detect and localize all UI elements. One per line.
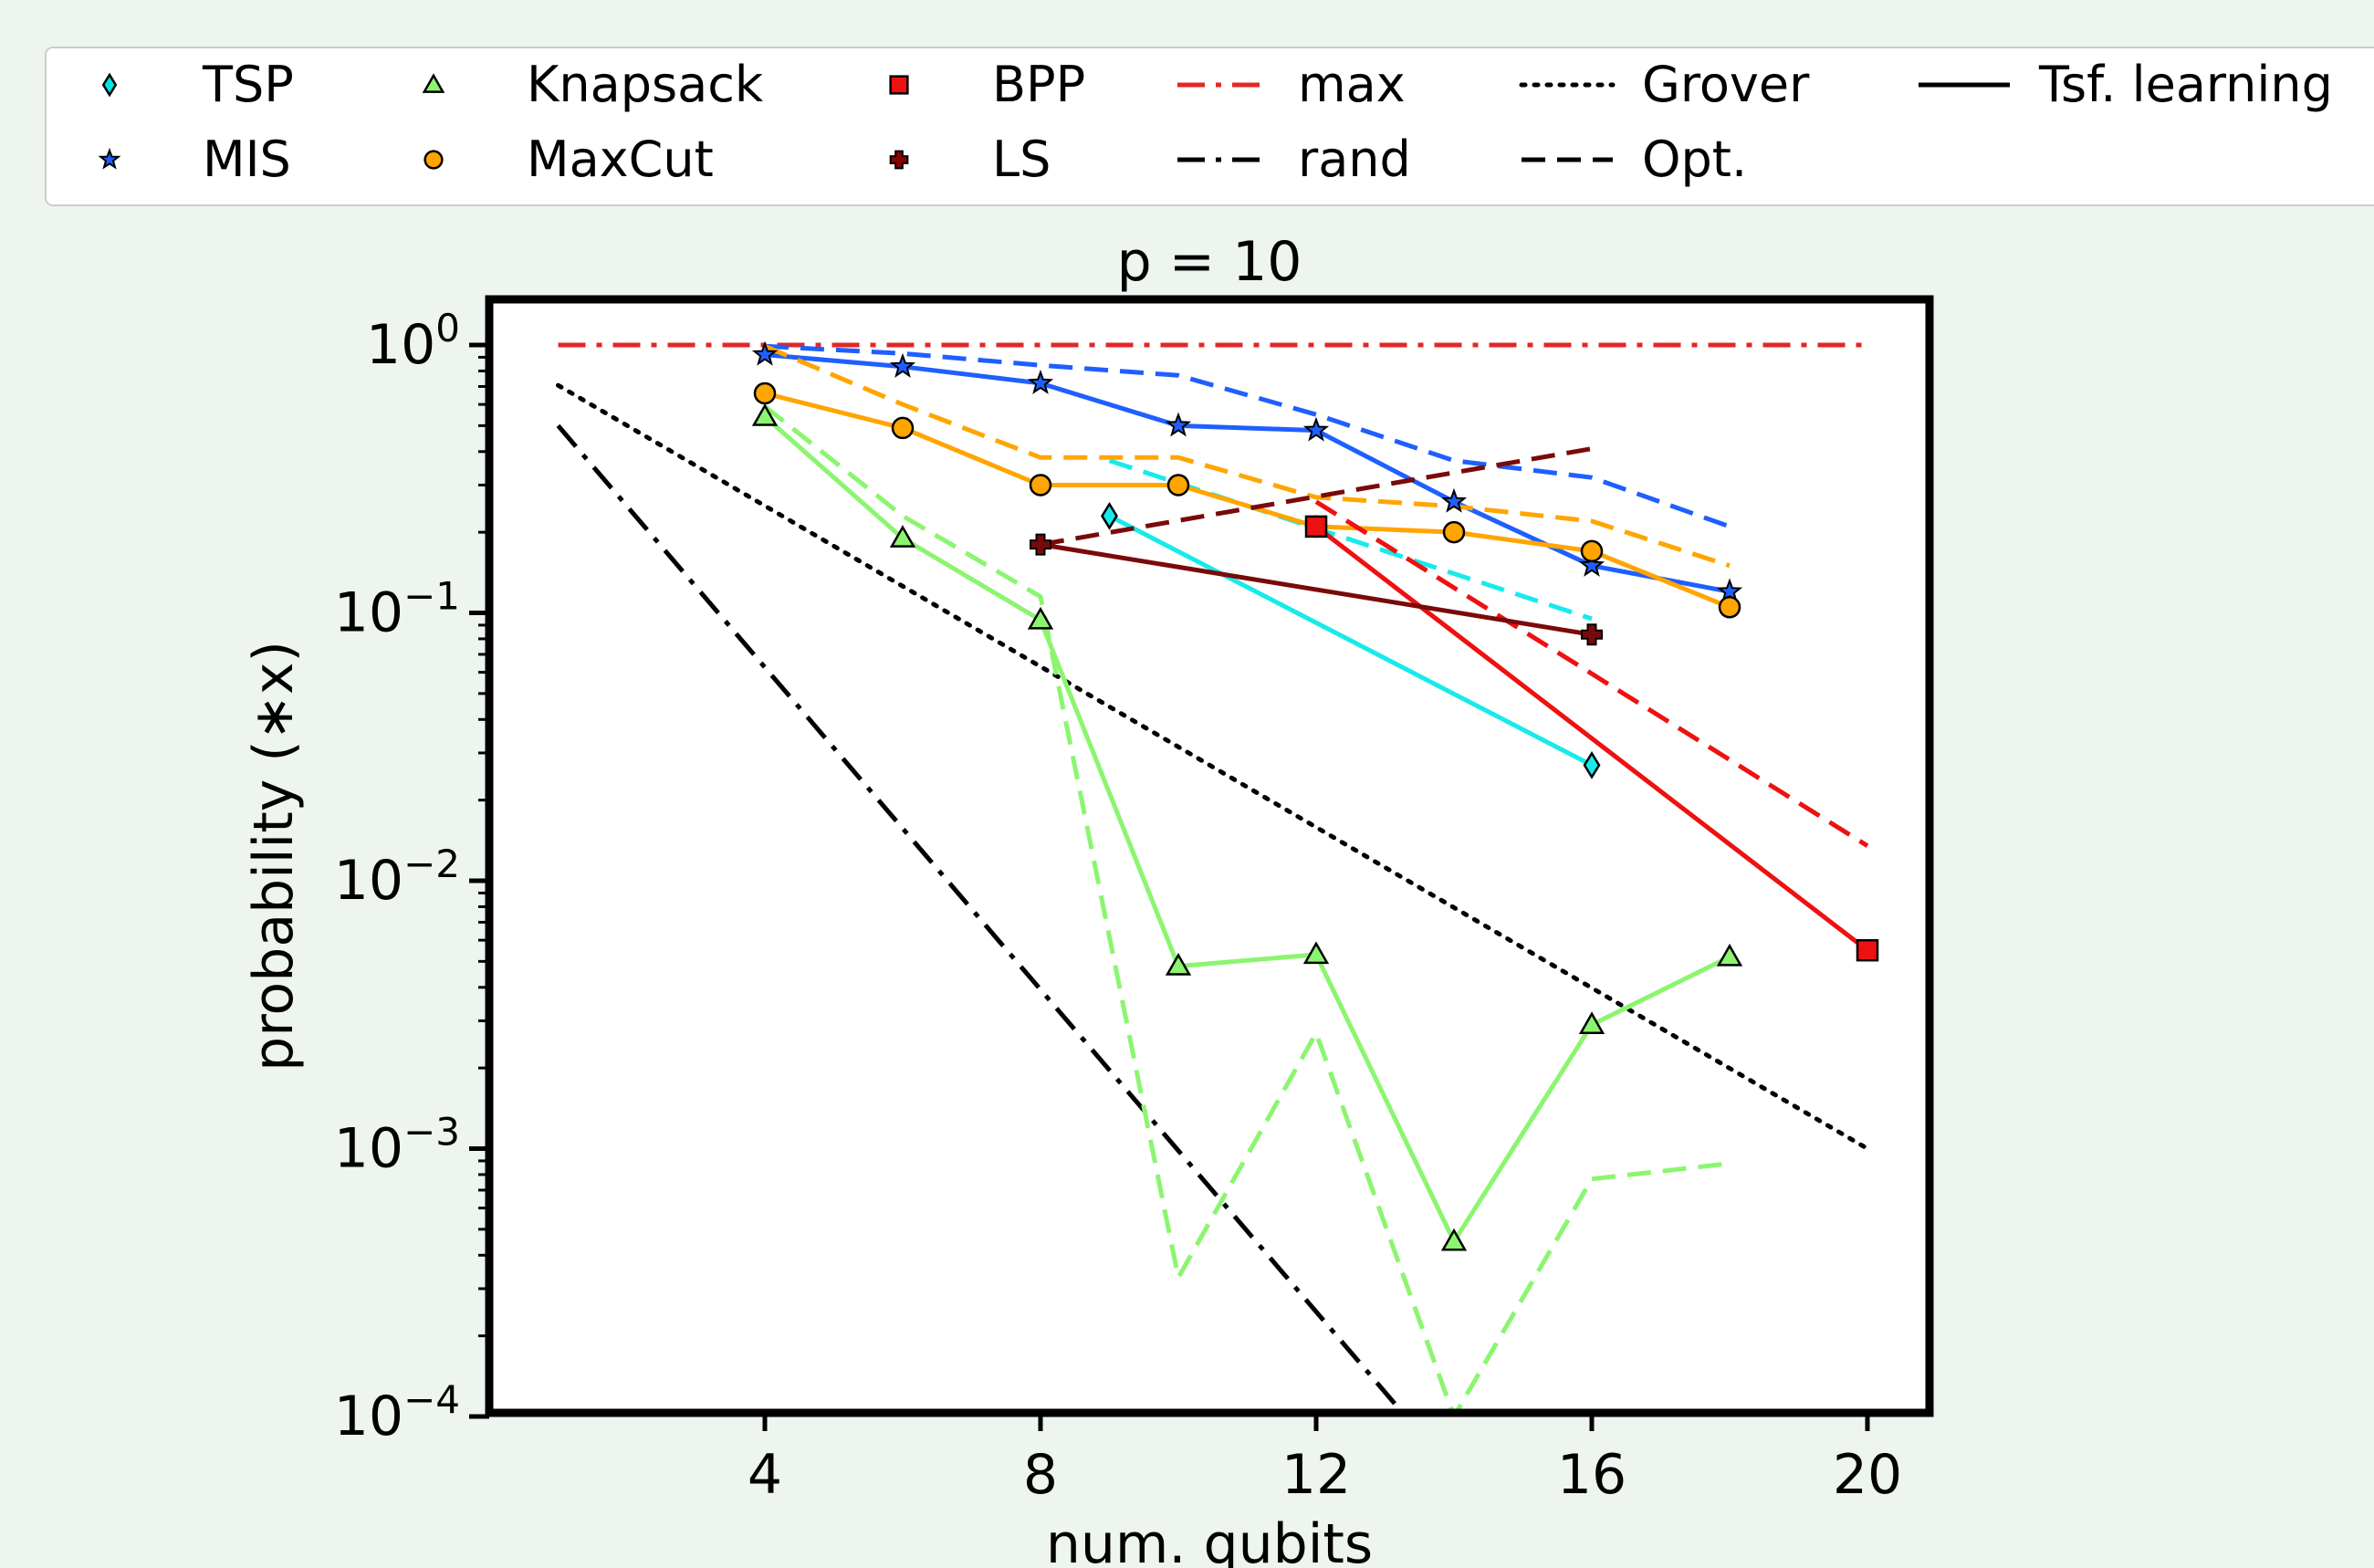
x-tick-label: 8	[1023, 1443, 1058, 1507]
data-point-maxcut	[1442, 520, 1466, 544]
x-tick-label: 4	[748, 1443, 782, 1507]
series-mis-solid-line	[764, 352, 1731, 594]
data-point-maxcut	[1029, 474, 1052, 497]
data-point-knapsack	[1578, 1011, 1605, 1035]
legend-ls-label: LS	[992, 131, 1051, 188]
data-point-maxcut	[1718, 596, 1741, 619]
legend-opt-label: Opt.	[1642, 131, 1747, 188]
series-bpp-dashed-line	[1314, 499, 1869, 848]
data-point-maxcut	[891, 416, 915, 440]
data-point-maxcut	[1166, 474, 1190, 497]
y-tick-label: 10−4	[334, 1377, 460, 1448]
y-tick-label: 10−1	[334, 574, 460, 645]
y-axis-label: probability (∗x)	[242, 641, 306, 1071]
data-point-bpp	[1856, 938, 1879, 962]
tick-layer: 4 8 12 16 20 100 10−1 10−2 10−3 10−4	[334, 306, 1902, 1507]
legend-knapsack-icon	[422, 73, 445, 93]
x-axis-label: num. qubits	[1046, 1512, 1373, 1568]
data-point-tsp	[1101, 501, 1118, 530]
series-grover-dotted-line	[556, 382, 1870, 1151]
data-point-knapsack	[1302, 941, 1330, 965]
series-layer	[556, 342, 1870, 1413]
data-point-knapsack	[751, 403, 779, 426]
legend-mis-label: MIS	[203, 131, 291, 188]
data-point-knapsack	[889, 525, 916, 548]
series-ls-solid-line	[1040, 542, 1593, 637]
legend-maxcut-icon	[424, 150, 444, 170]
y-tick-label: 10−3	[334, 1110, 460, 1181]
legend-bpp-label: BPP	[992, 56, 1085, 113]
legend-knapsack-label: Knapsack	[527, 56, 764, 113]
series-maxcut-solid-line	[764, 391, 1731, 610]
legend-maxcut-label: MaxCut	[527, 131, 714, 188]
legend-tsp-label: TSP	[202, 56, 294, 113]
legend-rand-label: rand	[1298, 131, 1411, 188]
data-point-mis	[889, 352, 916, 378]
data-point-mis	[1165, 412, 1192, 437]
legend-tsf-learning-label: Tsf. learning	[2038, 56, 2333, 113]
legend-tsp-icon	[101, 72, 118, 98]
data-point-knapsack	[1027, 606, 1054, 630]
chart-title: p = 10	[1117, 230, 1302, 294]
x-tick-label: 12	[1281, 1443, 1351, 1507]
series-bpp-solid-line	[1314, 524, 1869, 953]
data-point-mis	[1440, 487, 1468, 513]
data-point-ls	[1581, 623, 1603, 646]
marker-layer	[751, 340, 1879, 1251]
data-point-knapsack	[1440, 1228, 1468, 1251]
data-point-mis	[1578, 551, 1605, 577]
data-point-maxcut	[1580, 539, 1604, 563]
y-tick-label: 10−2	[334, 841, 460, 913]
data-point-mis	[1302, 416, 1330, 442]
data-point-knapsack	[1716, 943, 1743, 967]
series-maxcut-dashed-line	[764, 343, 1731, 569]
series-knapsack-solid-line	[763, 414, 1731, 1244]
series-mis-dashed-line	[764, 343, 1731, 529]
data-point-bpp	[1304, 515, 1328, 538]
axes-frame	[485, 295, 1934, 1417]
x-tick-label: 20	[1833, 1443, 1902, 1507]
series-ls-dashed-line	[1040, 446, 1593, 548]
legend-bpp-icon	[889, 75, 909, 95]
legend: TSP MIS Knapsack MaxCut BPP LS max rand Grover Op…	[45, 47, 2374, 206]
legend-ls-icon	[889, 150, 909, 170]
data-point-mis	[751, 340, 779, 366]
legend-grover-label: Grover	[1642, 56, 1810, 113]
y-tick-label: 100	[366, 306, 460, 377]
x-tick-label: 16	[1557, 1443, 1626, 1507]
data-point-knapsack	[1165, 953, 1192, 976]
data-point-ls	[1030, 533, 1051, 556]
legend-max-label: max	[1298, 56, 1406, 113]
data-point-maxcut	[753, 382, 777, 405]
data-point-tsp	[1583, 751, 1601, 779]
plot-area	[489, 299, 1930, 1413]
series-tsp-solid-line	[1108, 514, 1594, 768]
legend-mis-icon	[98, 147, 121, 170]
legend-frame	[45, 47, 2374, 206]
data-point-mis	[1027, 369, 1054, 394]
